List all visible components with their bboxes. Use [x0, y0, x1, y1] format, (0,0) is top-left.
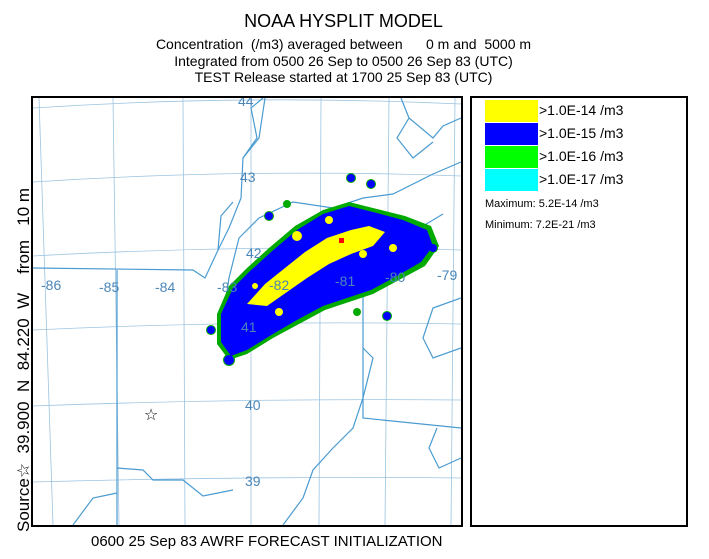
- star-icon: ☆: [144, 405, 158, 424]
- lat-label: 40: [245, 397, 261, 413]
- legend-item: >1.0E-17 /m3: [485, 169, 685, 192]
- lon-label: -85: [99, 279, 119, 295]
- legend-swatch: [485, 146, 538, 168]
- legend-label: >1.0E-15 /m3: [539, 125, 624, 141]
- model-title: NOAA HYSPLIT MODEL: [244, 11, 443, 31]
- legend-maximum: Maximum: 5.2E-14 /m3: [485, 198, 599, 210]
- lon-label: -83: [217, 279, 237, 295]
- dispersion-map: ☆ 44 43 42 41 40 39 -86 -85 -84 -83 -82 …: [31, 96, 463, 527]
- lat-label: 44: [238, 98, 254, 109]
- lat-label: 41: [241, 319, 257, 335]
- plume-yellow: [247, 216, 397, 316]
- legend-minimum: Minimum: 7.2E-21 /m3: [485, 219, 596, 231]
- concentration-subtitle: Concentration (/m3) averaged between 0 m…: [155, 36, 532, 52]
- plume-maximum: [339, 238, 344, 243]
- lon-label: -80: [385, 269, 405, 285]
- legend-label: >1.0E-14 /m3: [539, 102, 624, 118]
- lon-label: -81: [335, 273, 355, 289]
- lon-label: -82: [269, 277, 289, 293]
- lat-label: 39: [245, 473, 261, 489]
- lon-label: -86: [41, 277, 61, 293]
- legend-item: >1.0E-14 /m3: [485, 100, 685, 123]
- integration-period: Integrated from 0500 26 Sep to 0500 26 S…: [174, 53, 513, 69]
- lon-label: -79: [437, 267, 457, 283]
- forecast-footer: 0600 25 Sep 83 AWRF FORECAST INITIALIZAT…: [91, 533, 443, 550]
- legend-swatch: [485, 169, 538, 191]
- legend-swatch: [485, 100, 538, 122]
- legend-item: >1.0E-15 /m3: [485, 123, 685, 146]
- plume-blue: [207, 174, 437, 365]
- release-start: TEST Release started at 1700 25 Sep 83 (…: [194, 69, 493, 85]
- legend-item: >1.0E-16 /m3: [485, 146, 685, 169]
- legend-label: >1.0E-17 /m3: [539, 171, 624, 187]
- legend-label: >1.0E-16 /m3: [539, 148, 624, 164]
- legend-panel: >1.0E-14 /m3 >1.0E-15 /m3 >1.0E-16 /m3 >…: [470, 96, 688, 527]
- map-canvas: ☆ 44 43 42 41 40 39 -86 -85 -84 -83 -82 …: [33, 98, 461, 525]
- graticule: [33, 98, 461, 525]
- lat-label: 43: [240, 169, 256, 185]
- legend-swatch: [485, 123, 538, 145]
- lon-label: -84: [155, 279, 175, 295]
- lat-label: 42: [246, 245, 262, 261]
